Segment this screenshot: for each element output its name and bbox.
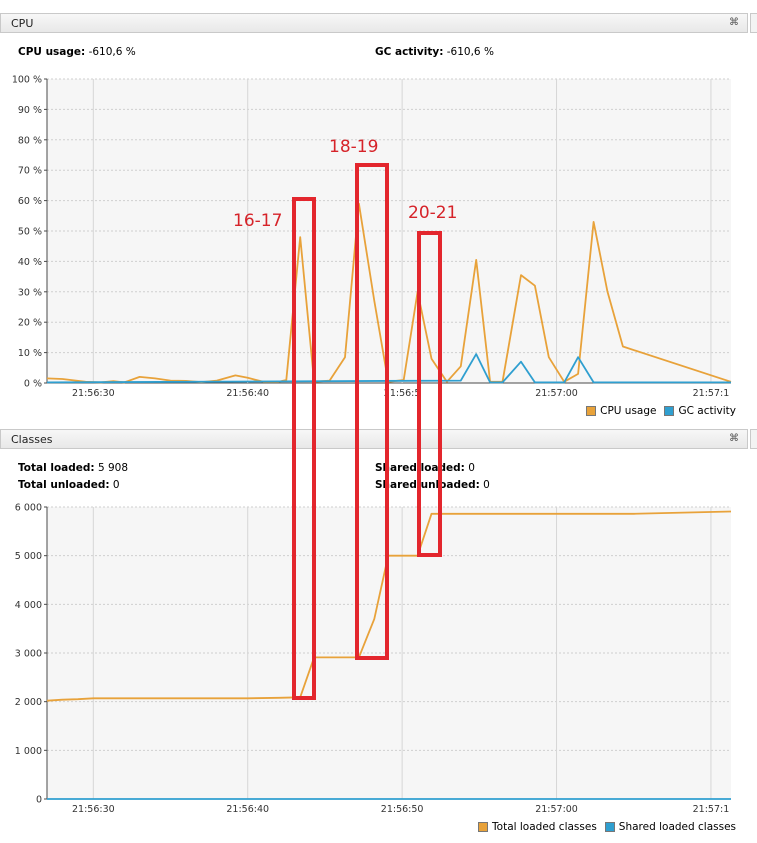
classes-chart-legend: Total loaded classes Shared loaded class… bbox=[470, 821, 736, 833]
classes-chart-series-line-1 bbox=[46, 510, 732, 702]
total-loaded-stat: Total loaded: 5 908 bbox=[18, 462, 128, 474]
shared-unloaded-value: 0 bbox=[483, 479, 490, 491]
cpu-usage-value: -610,6 % bbox=[88, 46, 136, 58]
cpu-chart-series-line-2 bbox=[46, 353, 731, 384]
cpu-chart-y-tick-label: 10 % bbox=[18, 348, 42, 359]
cpu-chart-series-line-1 bbox=[46, 202, 732, 384]
cpu-chart-y-tick-label: 70 % bbox=[18, 166, 42, 177]
annotation-box-18-19 bbox=[355, 163, 389, 660]
gc-activity-value: -610,6 % bbox=[446, 46, 494, 58]
cpu-usage-legend-swatch bbox=[586, 406, 597, 416]
gc-activity-stat: GC activity: -610,6 % bbox=[375, 46, 494, 58]
annotation-label-16-17: 16-17 bbox=[233, 211, 283, 231]
shared-loaded-value: 0 bbox=[468, 462, 475, 474]
cpu-chart: 0 % 10 % 20 % 30 % 40 % 50 % 60 % 70 % 80 % 90 % 1… bbox=[12, 75, 732, 399]
total-unloaded-label: Total unloaded: bbox=[18, 479, 110, 491]
cpu-chart-y-tick-label: 30 % bbox=[18, 287, 42, 298]
total-unloaded-stat: Total unloaded: 0 bbox=[18, 479, 120, 491]
classes-panel-title: Classes bbox=[11, 433, 53, 446]
cpu-chart-x-tick-label: 21:56:5 bbox=[384, 388, 421, 399]
cpu-usage-stat: CPU usage: -610,6 % bbox=[18, 46, 136, 58]
classes-chart-y-tick-label: 2 000 bbox=[15, 697, 42, 708]
shared-loaded-legend-swatch bbox=[604, 822, 615, 832]
cpu-chart-y-tick-label: 50 % bbox=[18, 227, 42, 238]
annotation-box-20-21 bbox=[417, 231, 442, 557]
cpu-chart-y-tick-label: 80 % bbox=[18, 135, 42, 146]
total-loaded-label: Total loaded: bbox=[18, 462, 95, 474]
annotation-box-16-17 bbox=[292, 197, 316, 700]
classes-chart-y-tick-label: 6 000 bbox=[15, 503, 42, 514]
shared-loaded-legend-label: Shared loaded classes bbox=[618, 821, 736, 833]
total-loaded-value: 5 908 bbox=[97, 462, 128, 474]
cpu-chart-x-tick-label: 21:56:30 bbox=[72, 388, 115, 399]
cpu-chart-legend: CPU usage GC activity bbox=[578, 405, 736, 417]
classes-chart-x-tick-label: 21:57:00 bbox=[535, 804, 578, 815]
classes-chart-x-tick-label: 21:56:30 bbox=[72, 804, 115, 815]
gc-activity-legend-label: GC activity bbox=[678, 405, 736, 417]
classes-chart-x-tick-label: 21:57:1 bbox=[693, 804, 730, 815]
classes-chart-y-tick-label: 5 000 bbox=[15, 551, 42, 562]
cpu-chart-y-tick-label: 90 % bbox=[18, 105, 42, 116]
annotation-label-20-21: 20-21 bbox=[408, 203, 458, 223]
classes-chart: 0 1 000 2 000 3 000 4 000 5 000 6 000 21:56:30 2… bbox=[15, 503, 732, 815]
classes-chart-x-tick-label: 21:56:50 bbox=[381, 804, 424, 815]
shared-unloaded-stat: Shared unloaded: 0 bbox=[375, 479, 490, 491]
annotation-label-18-19: 18-19 bbox=[329, 137, 379, 157]
classes-panel-close-icon[interactable]: ⌘ bbox=[729, 433, 739, 444]
shared-unloaded-label: Shared unloaded: bbox=[375, 479, 480, 491]
classes-chart-y-tick-label: 0 bbox=[36, 795, 42, 806]
cpu-panel-close-icon[interactable]: ⌘ bbox=[729, 17, 739, 28]
total-loaded-legend-label: Total loaded classes bbox=[492, 821, 597, 833]
cpu-panel-title: CPU bbox=[11, 17, 34, 30]
cpu-chart-y-tick-label: 60 % bbox=[18, 196, 42, 207]
cpu-chart-y-tick-label: 100 % bbox=[12, 75, 42, 86]
cpu-chart-y-tick-label: 20 % bbox=[18, 318, 42, 329]
total-unloaded-value: 0 bbox=[112, 479, 120, 491]
classes-chart-y-tick-label: 3 000 bbox=[15, 649, 42, 660]
cpu-chart-x-tick-label: 21:56:40 bbox=[226, 388, 269, 399]
total-loaded-legend-swatch bbox=[478, 822, 489, 832]
classes-chart-y-tick-label: 1 000 bbox=[15, 746, 42, 757]
classes-panel-header: Classes ⌘ bbox=[0, 429, 748, 449]
classes-panel-side-tab[interactable] bbox=[750, 429, 757, 449]
cpu-chart-y-tick-label: 0 % bbox=[24, 379, 42, 390]
cpu-chart-x-tick-label: 21:57:00 bbox=[535, 388, 578, 399]
cpu-chart-x-tick-label: 21:57:1 bbox=[693, 388, 730, 399]
gc-activity-label: GC activity: bbox=[375, 46, 444, 58]
cpu-usage-label: CPU usage: bbox=[18, 46, 86, 58]
cpu-panel-header: CPU ⌘ bbox=[0, 13, 748, 33]
cpu-chart-y-tick-label: 40 % bbox=[18, 257, 42, 268]
classes-chart-x-tick-label: 21:56:40 bbox=[226, 804, 269, 815]
cpu-usage-legend-label: CPU usage bbox=[600, 405, 657, 417]
cpu-panel-side-tab[interactable] bbox=[750, 13, 757, 33]
gc-activity-legend-swatch bbox=[664, 406, 675, 416]
classes-chart-y-tick-label: 4 000 bbox=[15, 600, 42, 611]
